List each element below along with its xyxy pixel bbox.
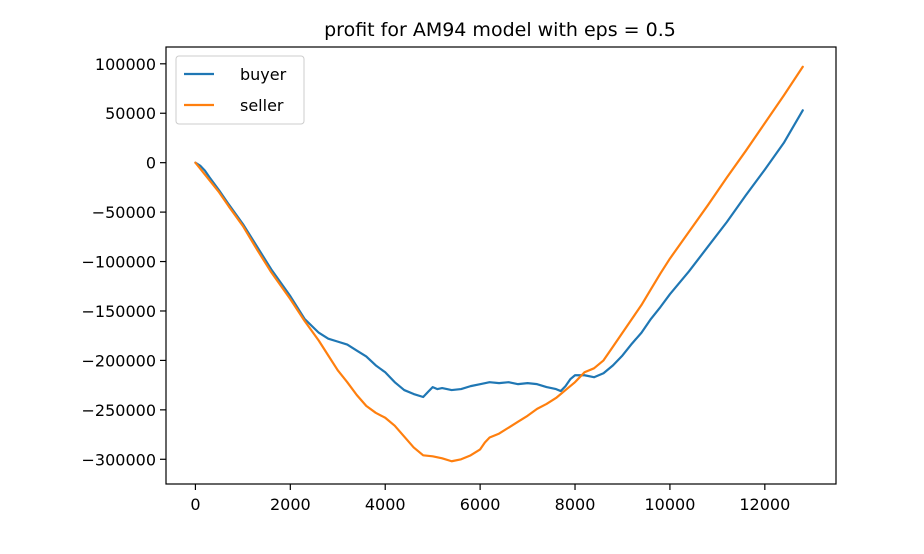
x-tick-label: 4000: [365, 495, 406, 514]
y-tick-label: −100000: [82, 253, 156, 272]
axes: 0 2000 4000 6000 8000 10000 12000 100000 50000 0 −…: [82, 46, 837, 514]
y-tick-label: 50000: [105, 104, 156, 123]
legend: buyer seller: [175, 55, 305, 125]
x-tick-label: 0: [190, 495, 200, 514]
x-tick-label: 8000: [555, 495, 596, 514]
x-tick-label: 2000: [270, 495, 311, 514]
y-tick-label: −150000: [82, 302, 156, 321]
plot-area: [194, 65, 804, 463]
chart-title: profit for AM94 model with eps = 0.5: [324, 19, 676, 41]
legend-label-buyer: buyer: [240, 65, 287, 84]
plot-frame: [165, 46, 837, 485]
y-tick-label: −250000: [82, 401, 156, 420]
series-line-seller: [194, 65, 804, 463]
series-line-buyer: [194, 109, 804, 399]
x-tick-label: 6000: [460, 495, 501, 514]
legend-label-seller: seller: [240, 96, 284, 115]
y-tick-label: 0: [146, 154, 156, 173]
y-tick-label: −50000: [92, 203, 156, 222]
y-tick-label: −300000: [82, 450, 156, 469]
y-tick-label: −200000: [82, 351, 156, 370]
x-tick-label: 10000: [644, 495, 695, 514]
x-tick-label: 12000: [739, 495, 790, 514]
y-tick-label: 100000: [95, 55, 156, 74]
